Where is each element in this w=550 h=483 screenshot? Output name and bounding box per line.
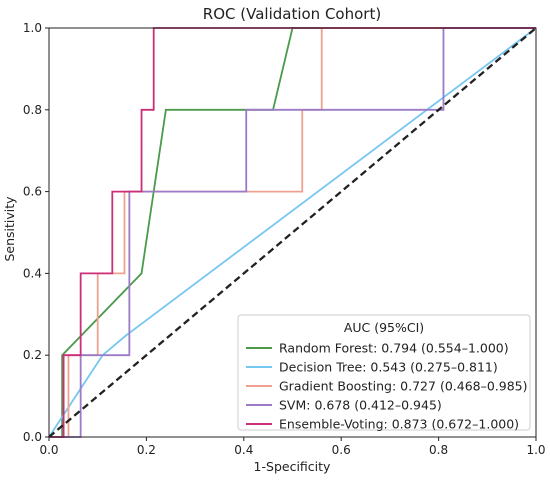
legend-box	[237, 314, 531, 431]
chart-title: ROC (Validation Cohort)	[203, 5, 381, 23]
plot-frame	[48, 27, 537, 438]
legend-label-4: SVM: 0.678 (0.412–0.945)	[279, 398, 442, 413]
legend-label-2: Decision Tree: 0.543 (0.275–0.811)	[279, 360, 498, 375]
legend-label-1: Random Forest: 0.794 (0.554–1.000)	[279, 341, 509, 356]
y-tick-label: 0.0	[23, 430, 42, 444]
y-tick-label: 0.4	[23, 266, 42, 280]
x-tick-label: 0.0	[39, 443, 58, 457]
legend-label-3: Gradient Boosting: 0.727 (0.468–0.985)	[279, 379, 528, 394]
x-tick-label: 0.6	[332, 443, 351, 457]
series-line-4	[49, 27, 536, 438]
y-tick-label: 0.8	[23, 103, 42, 117]
x-tick-label: 0.8	[429, 443, 448, 457]
y-tick-label: 0.6	[23, 185, 42, 199]
y-tick-label: 0.2	[23, 348, 42, 362]
series-line-3	[49, 27, 536, 438]
x-tick-label: 1.0	[526, 443, 545, 457]
legend-label-5: Ensemble-Voting: 0.873 (0.672–1.000)	[279, 417, 519, 432]
series-line-5	[49, 27, 536, 438]
x-tick-label: 0.2	[137, 443, 156, 457]
y-axis-label: Sensitivity	[2, 196, 17, 262]
reference-diagonal-line	[48, 27, 537, 438]
y-tick-label: 1.0	[23, 21, 42, 35]
legend: AUC (95%CI) Random Forest: 0.794 (0.554–1…	[237, 314, 531, 432]
x-axis-label: 1-Specificity	[254, 459, 331, 474]
legend-title: AUC (95%CI)	[344, 320, 424, 335]
x-tick-label: 0.4	[234, 443, 253, 457]
series-line-2	[48, 27, 537, 438]
